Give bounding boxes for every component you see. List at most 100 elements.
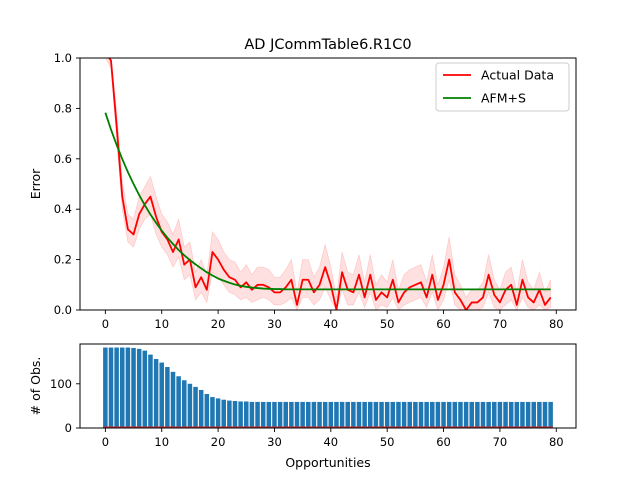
observations-bar [446,401,452,428]
observations-chart: 0 10 20 30 40 50 60 70 80 0 100 # of Obs. Opportu… [28,343,577,470]
observations-bar [463,401,469,428]
error-y-axis: 0.0 0.2 0.4 0.6 0.8 1.0 [54,51,80,317]
actual-data-line [107,58,552,310]
observations-bar [238,401,243,428]
observations-bar [317,401,322,428]
observations-bar [114,347,119,428]
observations-y-axis: 0 100 [50,377,80,435]
observations-bar [148,354,153,428]
observations-bar [542,401,548,428]
observations-bar [486,401,491,428]
observations-y-tick-label: 0 [65,421,72,435]
observations-bar [379,401,384,428]
observations-bar [407,401,412,428]
error-y-tick-label: 0.0 [54,303,72,317]
observations-bar [458,401,463,428]
observations-x-tick-label: 70 [493,435,508,449]
observations-bar [266,401,272,428]
observations-bar [153,359,159,428]
observations-bar [125,347,131,428]
error-x-axis: 0 10 20 30 40 50 60 70 80 [102,310,564,331]
observations-bar [339,401,345,428]
observations-bar [260,401,266,428]
observations-x-tick-label: 10 [154,435,169,449]
observations-bar [322,401,328,428]
observations-x-tick-label: 80 [549,435,564,449]
observations-bar [142,350,148,428]
observations-bar [531,401,536,428]
observations-y-tick-label: 100 [50,377,72,391]
observations-x-tick-label: 30 [267,435,282,449]
afm-s-line [104,112,551,291]
observations-bar [210,397,215,428]
error-y-tick-label: 0.4 [54,202,72,216]
observations-bar [277,401,283,428]
observations-bar [469,401,474,428]
error-chart: AD JCommTable6.R1C0 0 10 20 30 40 50 60 70 80 0.… [28,37,577,331]
error-x-tick-label: 40 [323,317,338,331]
error-y-tick-label: 1.0 [54,51,72,65]
observations-bar [401,401,407,428]
error-y-tick-label: 0.6 [54,152,72,166]
observations-bar [215,398,221,428]
observations-bar [244,401,249,428]
observations-bar [492,401,497,428]
legend-entry-afm-s: AFM+S [443,91,526,106]
error-x-tick-label: 60 [436,317,451,331]
observations-bar [249,401,255,428]
observations-bar [187,383,193,428]
observations-bar [441,401,446,428]
observations-bar [424,401,429,428]
observations-bar [334,401,339,428]
observations-bar [328,401,334,428]
observations-bar [165,366,170,428]
legend: Actual Data AFM+S [435,62,570,112]
observations-bar [176,376,181,428]
observations-bar [289,401,294,428]
observations-bar [120,347,125,428]
error-x-tick-label: 80 [549,317,564,331]
error-y-tick-label: 0.2 [54,253,72,267]
observations-bar [306,401,311,428]
observations-bar [182,380,187,428]
observations-bar [170,371,176,428]
observations-bar [294,401,300,428]
observations-bar [362,401,367,428]
observations-bar [131,347,136,428]
observations-bar [452,401,458,428]
observations-bar [345,401,350,428]
observations-bar [384,401,390,428]
observations-bar [283,401,288,428]
observations-bar [413,401,418,428]
observations-x-tick-label: 50 [380,435,395,449]
observations-bar [193,386,198,428]
chart-title: AD JCommTable6.R1C0 [244,37,411,53]
observations-bar [300,401,305,428]
observations-bar [480,401,486,428]
observations-bar [368,401,373,428]
error-x-tick-label: 70 [493,317,508,331]
observations-bar [255,401,260,428]
observations-bar [198,389,204,428]
observations-bar [430,401,435,428]
observations-bar [508,401,514,428]
observations-bar [311,401,317,428]
observations-bar [159,362,164,428]
legend-label-actual-data: Actual Data [481,68,554,83]
observations-x-tick-label: 20 [211,435,226,449]
observations-bar [227,400,232,428]
error-x-tick-label: 50 [380,317,395,331]
error-x-tick-label: 0 [102,317,109,331]
observations-bar [373,401,379,428]
error-y-tick-label: 0.8 [54,101,72,115]
observations-bar [272,401,277,428]
error-x-tick-label: 30 [267,317,282,331]
observations-bar [520,401,525,428]
observations-bar [356,401,362,428]
observations-plot-frame [79,343,577,429]
observations-bar [418,401,424,428]
observations-bar [475,401,480,428]
error-x-tick-label: 10 [154,317,169,331]
observations-bar [497,401,503,428]
